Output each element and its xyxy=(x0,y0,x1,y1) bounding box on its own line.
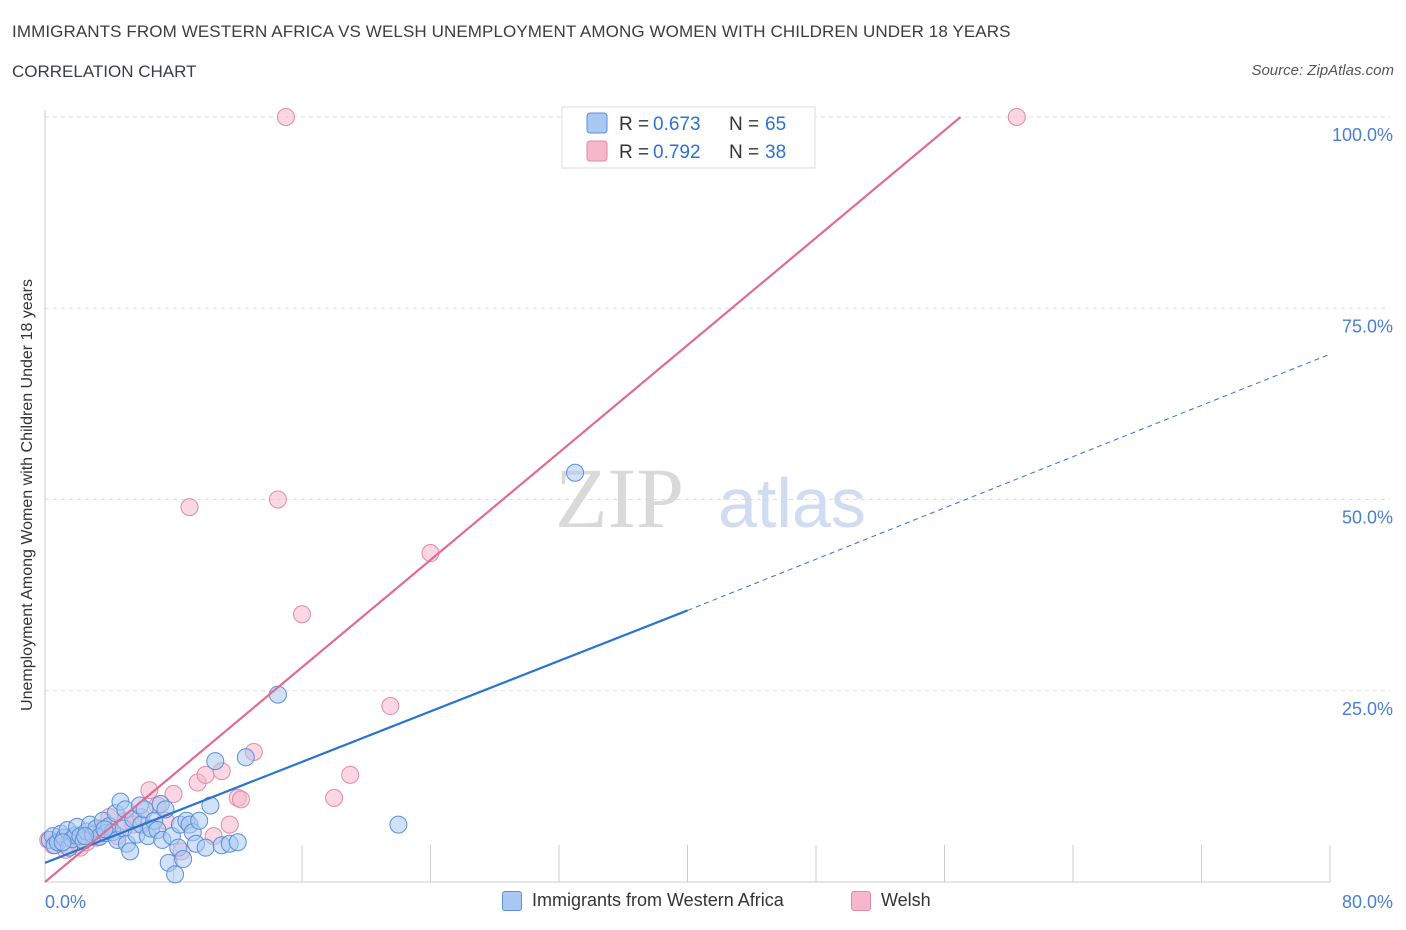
y-tick-label-0: 25.0% xyxy=(1342,699,1393,719)
blue-point-61 xyxy=(566,463,585,482)
stats-swatch-blue xyxy=(586,112,608,134)
blue-point-60 xyxy=(389,815,408,834)
pink-point-14 xyxy=(140,781,159,800)
blue-point-46 xyxy=(174,850,193,869)
chart-title: IMMIGRANTS FROM WESTERN AFRICA VS WELSH … xyxy=(12,22,1011,41)
axes xyxy=(44,110,1331,883)
blue-point-63 xyxy=(76,827,95,846)
stats-swatch-pink xyxy=(586,140,608,162)
blue-point-52 xyxy=(196,838,215,857)
legend-label-western-africa: Immigrants from Western Africa xyxy=(532,890,784,910)
pink-point-30 xyxy=(325,788,344,807)
y-tick-label-1: 50.0% xyxy=(1342,508,1393,528)
blue-point-28 xyxy=(121,842,140,861)
y-axis-title: Unemployment Among Women with Children U… xyxy=(19,279,36,711)
chart-subtitle: CORRELATION CHART xyxy=(12,62,197,81)
pink-trend-line xyxy=(44,116,962,883)
blue-point-62 xyxy=(53,833,72,852)
blue-point-54 xyxy=(206,752,225,771)
western-africa-points xyxy=(40,463,585,884)
blue-trend-line xyxy=(44,609,688,864)
pink-point-24 xyxy=(220,815,239,834)
tick-labels: 25.0% 50.0% 75.0% 100.0% 0.0% 80.0% xyxy=(45,125,1393,912)
gridlines xyxy=(45,116,1390,692)
pink-point-36 xyxy=(231,790,250,809)
x-tick-label-max: 80.0% xyxy=(1342,892,1393,912)
watermark-atlas: atlas xyxy=(718,464,866,542)
legend-item-western-africa[interactable]: Immigrants from Western Africa xyxy=(502,890,784,911)
blue-trend-extension xyxy=(687,353,1331,611)
welsh-points xyxy=(39,108,1026,861)
stats-pink-r-value: 0.792 xyxy=(653,142,701,163)
blue-point-58 xyxy=(236,748,255,767)
blue-point-51 xyxy=(190,811,209,830)
legend-label-welsh: Welsh xyxy=(881,890,931,910)
stats-pink-n-value: 38 xyxy=(765,142,786,163)
stats-blue-n-label: N = xyxy=(729,114,759,135)
pink-point-28 xyxy=(276,108,295,126)
legend-swatch-pink xyxy=(851,890,871,911)
stats-blue-r-label: R = xyxy=(619,114,649,135)
y-tick-label-3: 100.0% xyxy=(1332,125,1393,145)
pink-point-17 xyxy=(164,785,183,804)
pink-point-29 xyxy=(293,605,311,624)
stats-legend: R = 0.673 N = 65 R = 0.792 N = 38 xyxy=(561,106,816,169)
source-label: Source: ZipAtlas.com xyxy=(1251,62,1394,79)
legend-swatch-blue xyxy=(502,890,522,911)
pink-point-35 xyxy=(1007,108,1026,126)
blue-point-64 xyxy=(95,820,114,839)
blue-point-43 xyxy=(166,865,185,884)
stats-pink-n-label: N = xyxy=(729,142,759,163)
watermark: ZIP atlas xyxy=(555,450,866,546)
pink-point-19 xyxy=(180,498,199,517)
y-tick-label-2: 75.0% xyxy=(1342,316,1393,336)
pink-point-31 xyxy=(341,765,360,784)
trend-lines xyxy=(44,116,1331,883)
blue-point-33 xyxy=(135,800,154,819)
legend-item-welsh[interactable]: Welsh xyxy=(851,890,931,911)
pink-point-32 xyxy=(381,697,400,716)
blue-point-57 xyxy=(228,833,247,852)
stats-blue-n-value: 65 xyxy=(765,114,786,135)
stats-blue-r-value: 0.673 xyxy=(653,114,701,135)
pink-point-27 xyxy=(268,490,287,509)
y-axis-title-wrap: Unemployment Among Women with Children U… xyxy=(19,279,460,711)
stats-pink-r-label: R = xyxy=(619,142,649,163)
x-tick-label-min: 0.0% xyxy=(45,892,86,912)
